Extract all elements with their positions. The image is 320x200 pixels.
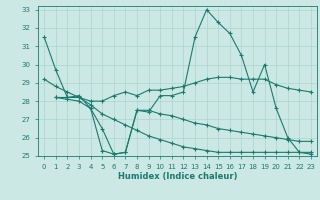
X-axis label: Humidex (Indice chaleur): Humidex (Indice chaleur) [118, 172, 237, 181]
